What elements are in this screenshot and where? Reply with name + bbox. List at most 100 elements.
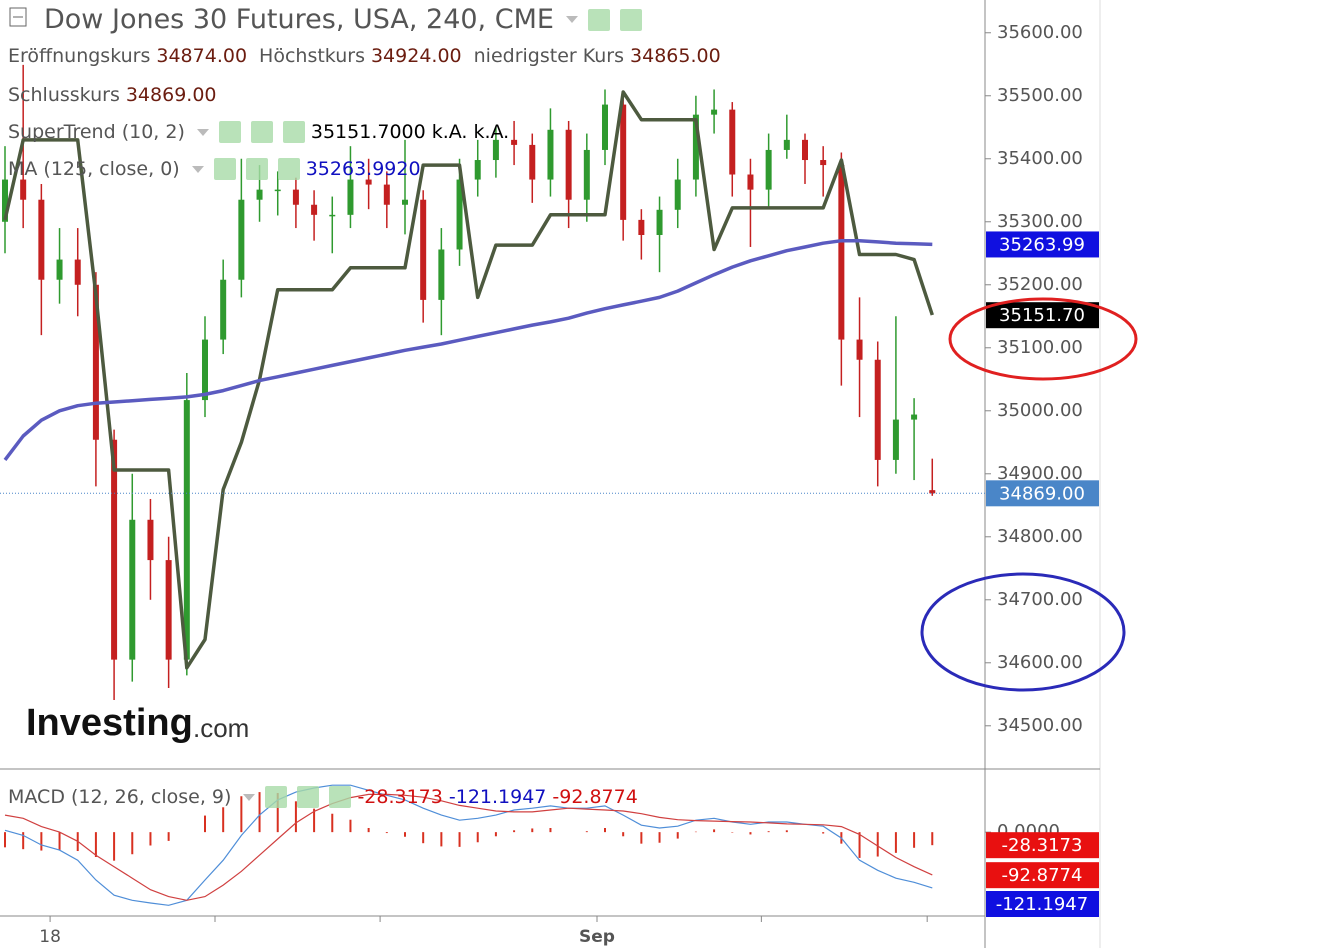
watermark: Investing [26, 702, 193, 744]
candle-body [111, 439, 118, 660]
settings-icon[interactable] [587, 8, 610, 31]
candle-body [20, 179, 27, 200]
candle-body [729, 109, 736, 175]
dropdown[interactable] [196, 128, 209, 136]
settings-icon[interactable] [250, 121, 273, 143]
price-label-box [986, 832, 1099, 859]
legend-value: -28.3173 [357, 786, 443, 808]
price-label-box [986, 480, 1099, 507]
settings-icon[interactable] [218, 121, 241, 143]
candle-body [38, 199, 45, 280]
candle-body [92, 284, 99, 440]
y-tick-label: 34700.00 [997, 589, 1083, 610]
legend-value: 34865.00 [630, 45, 721, 67]
y-tick-label: 35100.00 [997, 337, 1083, 358]
legend-value: -121.1947 [448, 786, 547, 808]
candle-body [911, 414, 918, 420]
legend-value: 34874.00 [156, 45, 248, 67]
y-tick-label: 34600.00 [997, 652, 1083, 673]
settings-icon[interactable] [265, 786, 288, 808]
price-label: -121.1947 [996, 894, 1088, 915]
candle-body [402, 199, 408, 205]
highlight-ellipse [948, 297, 1138, 381]
candle-body [438, 249, 445, 300]
candle-body [347, 179, 354, 215]
indicator-line [3, 238, 933, 461]
candle-body [220, 279, 227, 340]
legend-label: SuperTrend (10, 2) [8, 121, 185, 143]
settings-icon[interactable] [282, 121, 305, 143]
settings-icon[interactable] [619, 8, 642, 31]
candle-body [74, 259, 81, 285]
candle-body [183, 400, 190, 660]
candle-body [492, 139, 499, 161]
legend-value: k.A. [431, 121, 468, 143]
settings-icon[interactable] [277, 158, 300, 180]
price-label: 35263.99 [999, 234, 1085, 255]
candle-body [838, 165, 845, 340]
candle-body [692, 114, 699, 180]
legend-label: niedrigster Kurs [473, 45, 625, 67]
candle-body [256, 189, 263, 200]
candle-body [874, 359, 881, 460]
dropdown[interactable] [565, 16, 578, 23]
candle-body [820, 160, 827, 166]
dropdown[interactable] [243, 793, 256, 801]
candle-body [420, 199, 427, 300]
price-label: 35151.70 [999, 305, 1085, 326]
price-label-box [986, 302, 1099, 329]
legend-label: Schlusskurs [8, 84, 120, 106]
candle-body [856, 339, 863, 360]
settings-icon[interactable] [297, 786, 320, 808]
y-tick-label: 34900.00 [997, 463, 1083, 484]
ohlc-legend: Schlusskurs 34869.00 [8, 84, 223, 106]
candle-body [565, 129, 572, 200]
price-label: -28.3173 [1002, 835, 1083, 856]
y-tick-label: 35300.00 [997, 211, 1083, 232]
candle-body [129, 519, 136, 660]
candle-body [529, 144, 536, 180]
candle-body [2, 179, 8, 222]
candle-body [311, 204, 318, 215]
legend-label: Höchstkurs [259, 45, 365, 67]
candle-body [602, 104, 608, 150]
x-tick-label: Sep [579, 927, 615, 947]
y-tick-label: 35600.00 [997, 22, 1083, 43]
candle-body [547, 129, 554, 180]
legend-value: 35151.7000 [310, 121, 426, 143]
candle-body [329, 214, 336, 217]
candle-body [474, 160, 481, 180]
candle-body [802, 139, 808, 161]
candle-body [620, 104, 627, 220]
macd-line [4, 784, 933, 906]
settings-icon[interactable] [245, 158, 268, 180]
candle-body [783, 139, 790, 150]
marks: 35600.00 35500.00 35400.00 35300.00 35200.00… [0, 22, 1099, 947]
candle-body [238, 199, 245, 280]
settings-icon[interactable] [213, 158, 236, 180]
chart-title: Dow Jones 30 Futures, USA, 240, CME [44, 4, 554, 35]
candle-body [929, 490, 936, 494]
candle-body [638, 219, 645, 235]
x-tick-label: 18 [39, 927, 61, 947]
y-tick-label: 35200.00 [997, 274, 1083, 295]
dropdown[interactable] [191, 165, 204, 173]
settings-icon[interactable] [329, 786, 352, 808]
legend-label: Eröffnungskurs [8, 45, 151, 67]
candle-body [892, 419, 899, 460]
candle-body [383, 184, 390, 205]
watermark: .com [193, 713, 249, 743]
y-tick-label: 34800.00 [997, 526, 1083, 547]
ohlc-legend: Eröffnungskurs 34874.00 Höchstkurs 34924.00… [8, 45, 727, 67]
candle-body [165, 560, 172, 660]
candle-body [56, 259, 63, 280]
candle-body [674, 179, 681, 210]
candle-body [202, 339, 208, 401]
price-label: 34869.00 [999, 483, 1085, 504]
candle-body [456, 179, 463, 250]
macd-line [4, 793, 933, 901]
legend-value: k.A. [473, 121, 510, 143]
collapse-icon[interactable] [9, 7, 27, 27]
indicator-legend: SuperTrend (10, 2) 35151.7000 k.A. k.A. [8, 121, 509, 143]
